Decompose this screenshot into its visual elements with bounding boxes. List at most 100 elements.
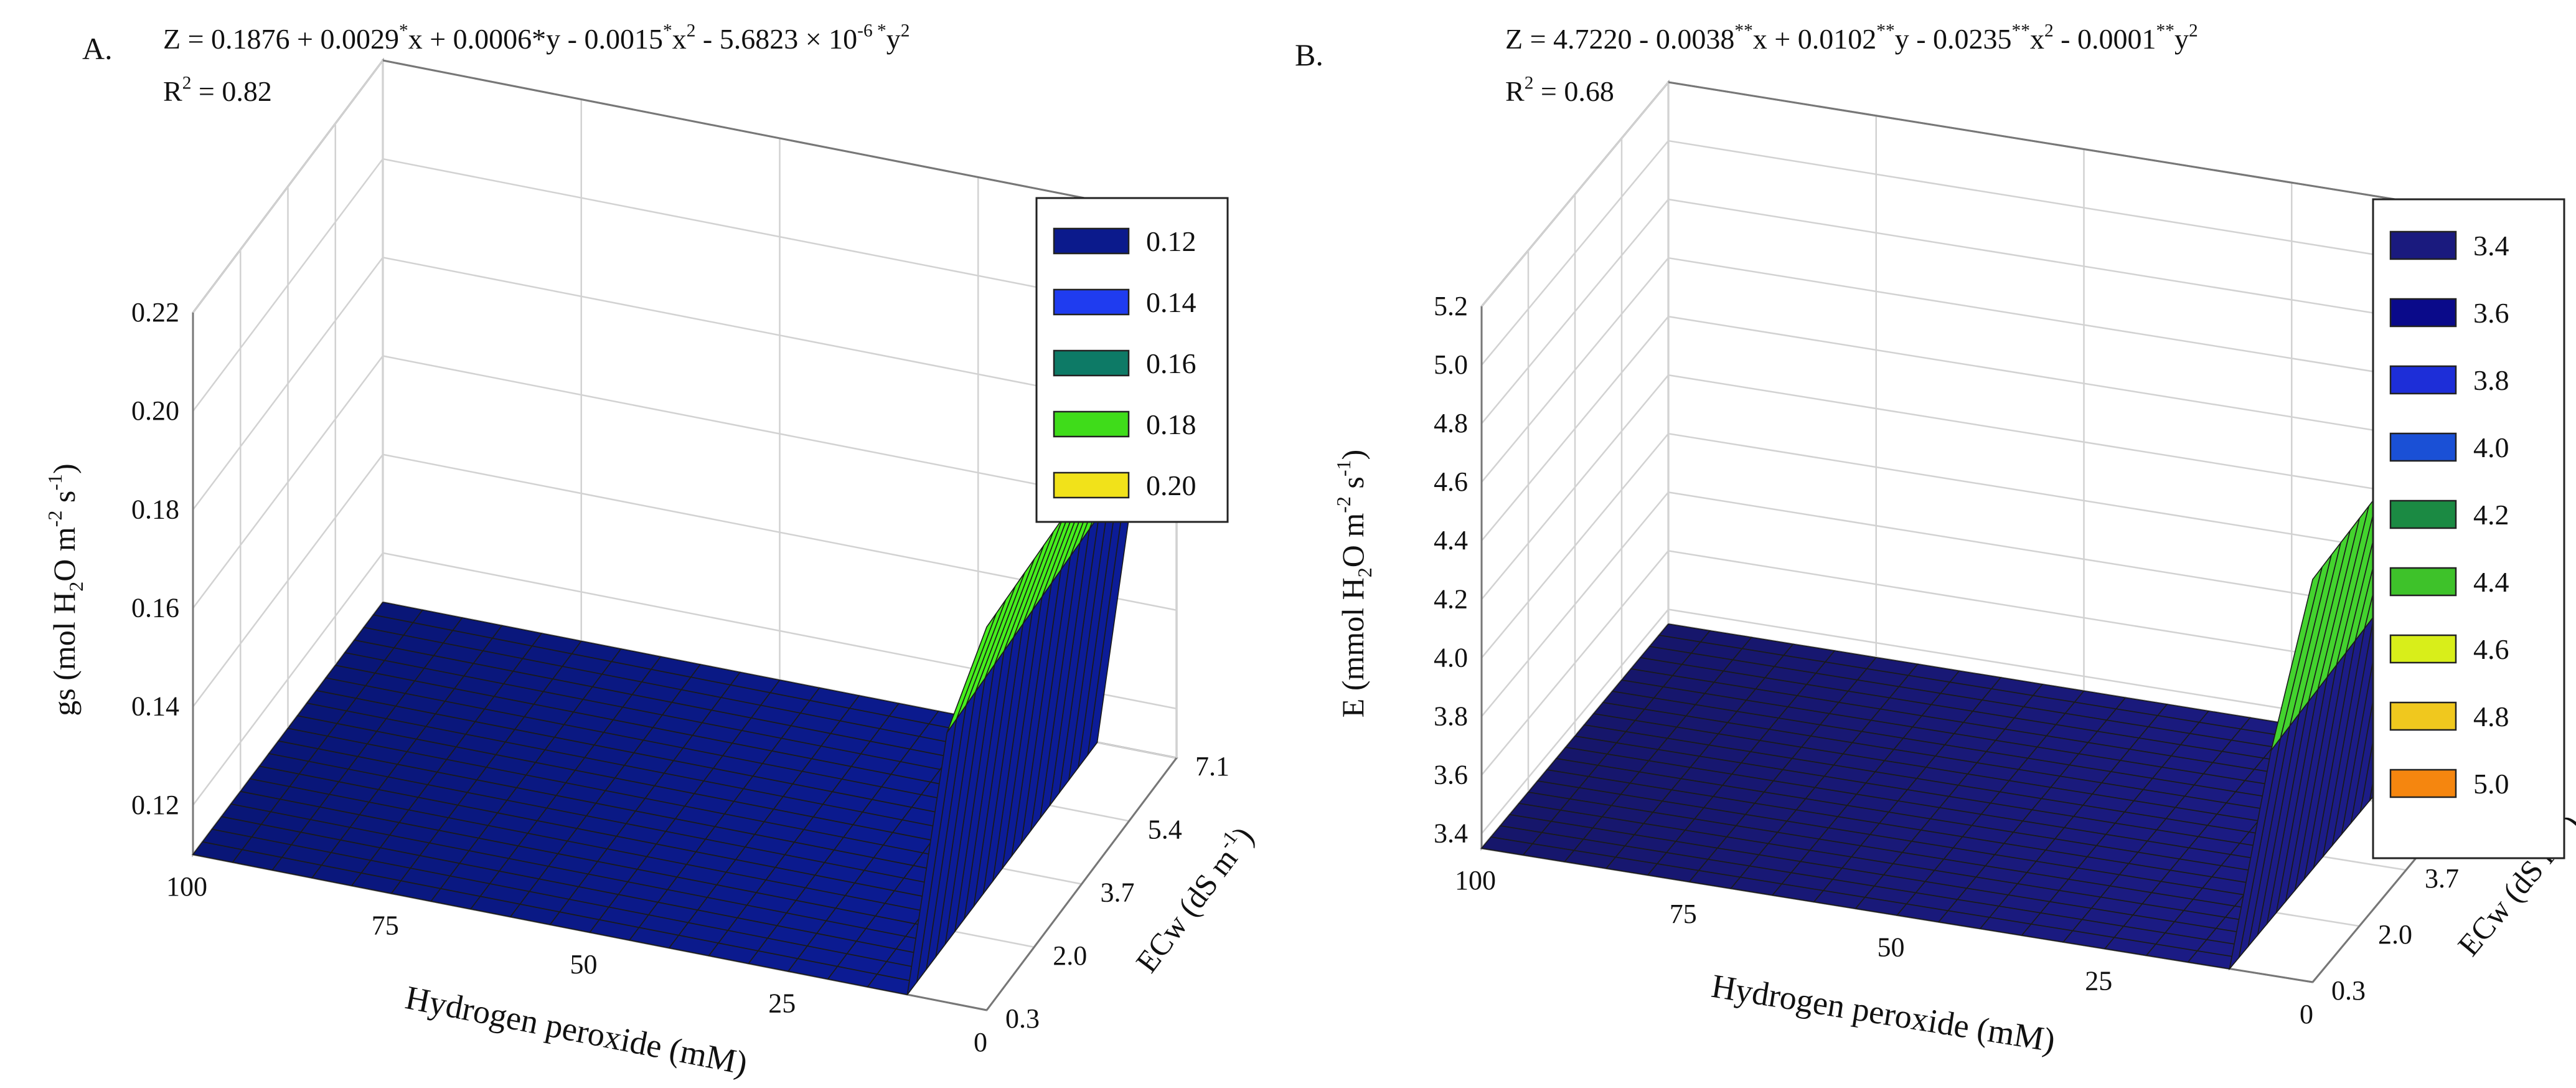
z-tick-label: 0.18 (131, 494, 179, 524)
panel-label: A. (82, 31, 113, 66)
text-part: gs (mol H (47, 592, 82, 716)
grid-line (1481, 198, 2500, 424)
x-tick-label: 0 (2300, 999, 2313, 1029)
chart-panel-a: 0.12 0.14 0.16 0.18 0.20 0.22 100 75 50 25 0 0.3 2.0… (44, 21, 1261, 1082)
grid-line (1481, 491, 2500, 717)
axis-line (1668, 81, 2500, 217)
legend-label: 4.8 (2473, 701, 2509, 732)
legend-label: 4.0 (2473, 432, 2509, 463)
text-part: y (2174, 23, 2189, 55)
x-tick-label: 100 (1455, 865, 1496, 896)
legend-swatch (2389, 701, 2457, 731)
z-tick-label: 4.4 (1434, 525, 1468, 556)
text-part: x + 0.0102 (1753, 23, 1876, 55)
surface-cell (2270, 567, 2323, 751)
grid-line (1481, 257, 2500, 483)
legend-label: 4.4 (2473, 566, 2509, 598)
text-part: -2 (44, 511, 66, 527)
x-tick-label: 50 (1878, 932, 1905, 963)
text-part: O m (1335, 513, 1370, 568)
legend-swatch (2389, 298, 2457, 328)
grid-line (1481, 608, 2500, 835)
regression-equation: Z = 4.7220 - 0.0038**x + 0.0102**y - 0.0… (1505, 21, 2198, 55)
text-part: s (47, 491, 82, 511)
grid-line (1481, 140, 2500, 366)
legend-label: 0.14 (1146, 286, 1196, 318)
text-part: 2 (687, 21, 696, 41)
x-tick-label: 25 (768, 988, 796, 1019)
text-part: s (1335, 476, 1370, 496)
regression-equation: Z = 0.1876 + 0.0029*x + 0.0006*y - 0.001… (163, 21, 910, 55)
grid-line (1481, 432, 2500, 659)
text-part: - 0.0001 (2054, 23, 2156, 55)
legend-swatch (2389, 365, 2457, 395)
legend-label: 3.8 (2473, 364, 2509, 396)
text-part: R (163, 75, 182, 107)
axis-line (985, 757, 1178, 1011)
text-part: 2 (2189, 21, 2198, 41)
y-tick-label: 7.1 (1195, 751, 1229, 782)
text-part: O m (47, 527, 82, 582)
z-axis-title: gs (mol H2O m-2 s-1) (44, 463, 87, 716)
text-part: E (mmol H (1335, 577, 1370, 717)
legend-label: 3.4 (2473, 230, 2509, 262)
legend-swatch (2389, 230, 2457, 260)
text-part: Z = 0.1876 + 0.0029 (163, 23, 399, 55)
z-tick-label: 3.6 (1434, 759, 1468, 790)
r-squared: R2 = 0.68 (1505, 73, 1614, 107)
text-part: Z = 4.7220 - 0.0038 (1505, 23, 1734, 55)
z-axis-title: E (mmol H2O m-2 s-1) (1332, 450, 1376, 717)
text-part: 2 (182, 73, 192, 93)
legend-swatch (2389, 634, 2457, 664)
text-part: - 5.6823 × 10 (695, 23, 857, 55)
text-part: ) (47, 463, 82, 474)
z-tick-label: 4.2 (1434, 584, 1468, 614)
y-tick-label: 2.0 (2378, 919, 2412, 950)
grid-line (192, 355, 1177, 609)
z-tick-label: 0.14 (131, 691, 179, 722)
text-part: 2 (1525, 73, 1534, 93)
text-part: ** (2012, 21, 2030, 41)
y-tick-label: 3.7 (1101, 877, 1135, 908)
text-part: y (886, 23, 901, 55)
legend-label: 0.12 (1146, 225, 1196, 257)
z-tick-label: 0.20 (131, 395, 179, 426)
grid-line (192, 552, 1177, 806)
legend-label: 3.6 (2473, 297, 2509, 329)
grid-line (192, 256, 1177, 511)
legend-swatch (1053, 227, 1130, 255)
text-part: R (1505, 75, 1525, 107)
legend-label: 0.16 (1146, 348, 1196, 379)
response-surface (192, 356, 1177, 995)
text-part: = 0.68 (1533, 75, 1614, 107)
legend-label: 0.20 (1146, 470, 1196, 501)
y-axis-title: ECw (dS m-1) (1126, 818, 1260, 979)
chart-panel-b: 3.4 3.6 3.8 4.0 4.2 4.4 4.6 4.8 5.0 5.2 100 75 50 25 0… (1295, 21, 2576, 1059)
text-part: ** (1876, 21, 1894, 41)
text-part: x + 0.0006*y - 0.0015 (408, 23, 663, 55)
surface-cell (946, 613, 997, 733)
legend-swatch (2389, 432, 2457, 462)
z-tick-label: 4.8 (1434, 408, 1468, 438)
x-tick-label: 50 (570, 949, 598, 980)
text-part: -6 * (857, 21, 886, 41)
z-tick-label: 4.6 (1434, 466, 1468, 497)
z-tick-label: 0.16 (131, 593, 179, 623)
z-tick-label: 5.0 (1434, 349, 1468, 380)
text-part: ECw (dS m (1129, 841, 1244, 978)
text-part: ** (2156, 21, 2174, 41)
legend-label: 4.2 (2473, 499, 2509, 531)
text-part: * (399, 21, 408, 41)
z-tick-label: 0.22 (131, 297, 179, 328)
y-tick-label: 3.7 (2425, 863, 2459, 894)
y-tick-label: 2.0 (1053, 940, 1087, 971)
panel-label: B. (1295, 37, 1323, 72)
legend-swatch (2389, 567, 2457, 597)
text-part: 2 (1353, 567, 1376, 577)
x-tick-label: 75 (1670, 899, 1697, 929)
y-tick-label: 0.3 (1005, 1003, 1040, 1034)
text-part: x (672, 23, 687, 55)
legend-swatch (1053, 471, 1130, 499)
text-part: -1 (44, 474, 66, 491)
